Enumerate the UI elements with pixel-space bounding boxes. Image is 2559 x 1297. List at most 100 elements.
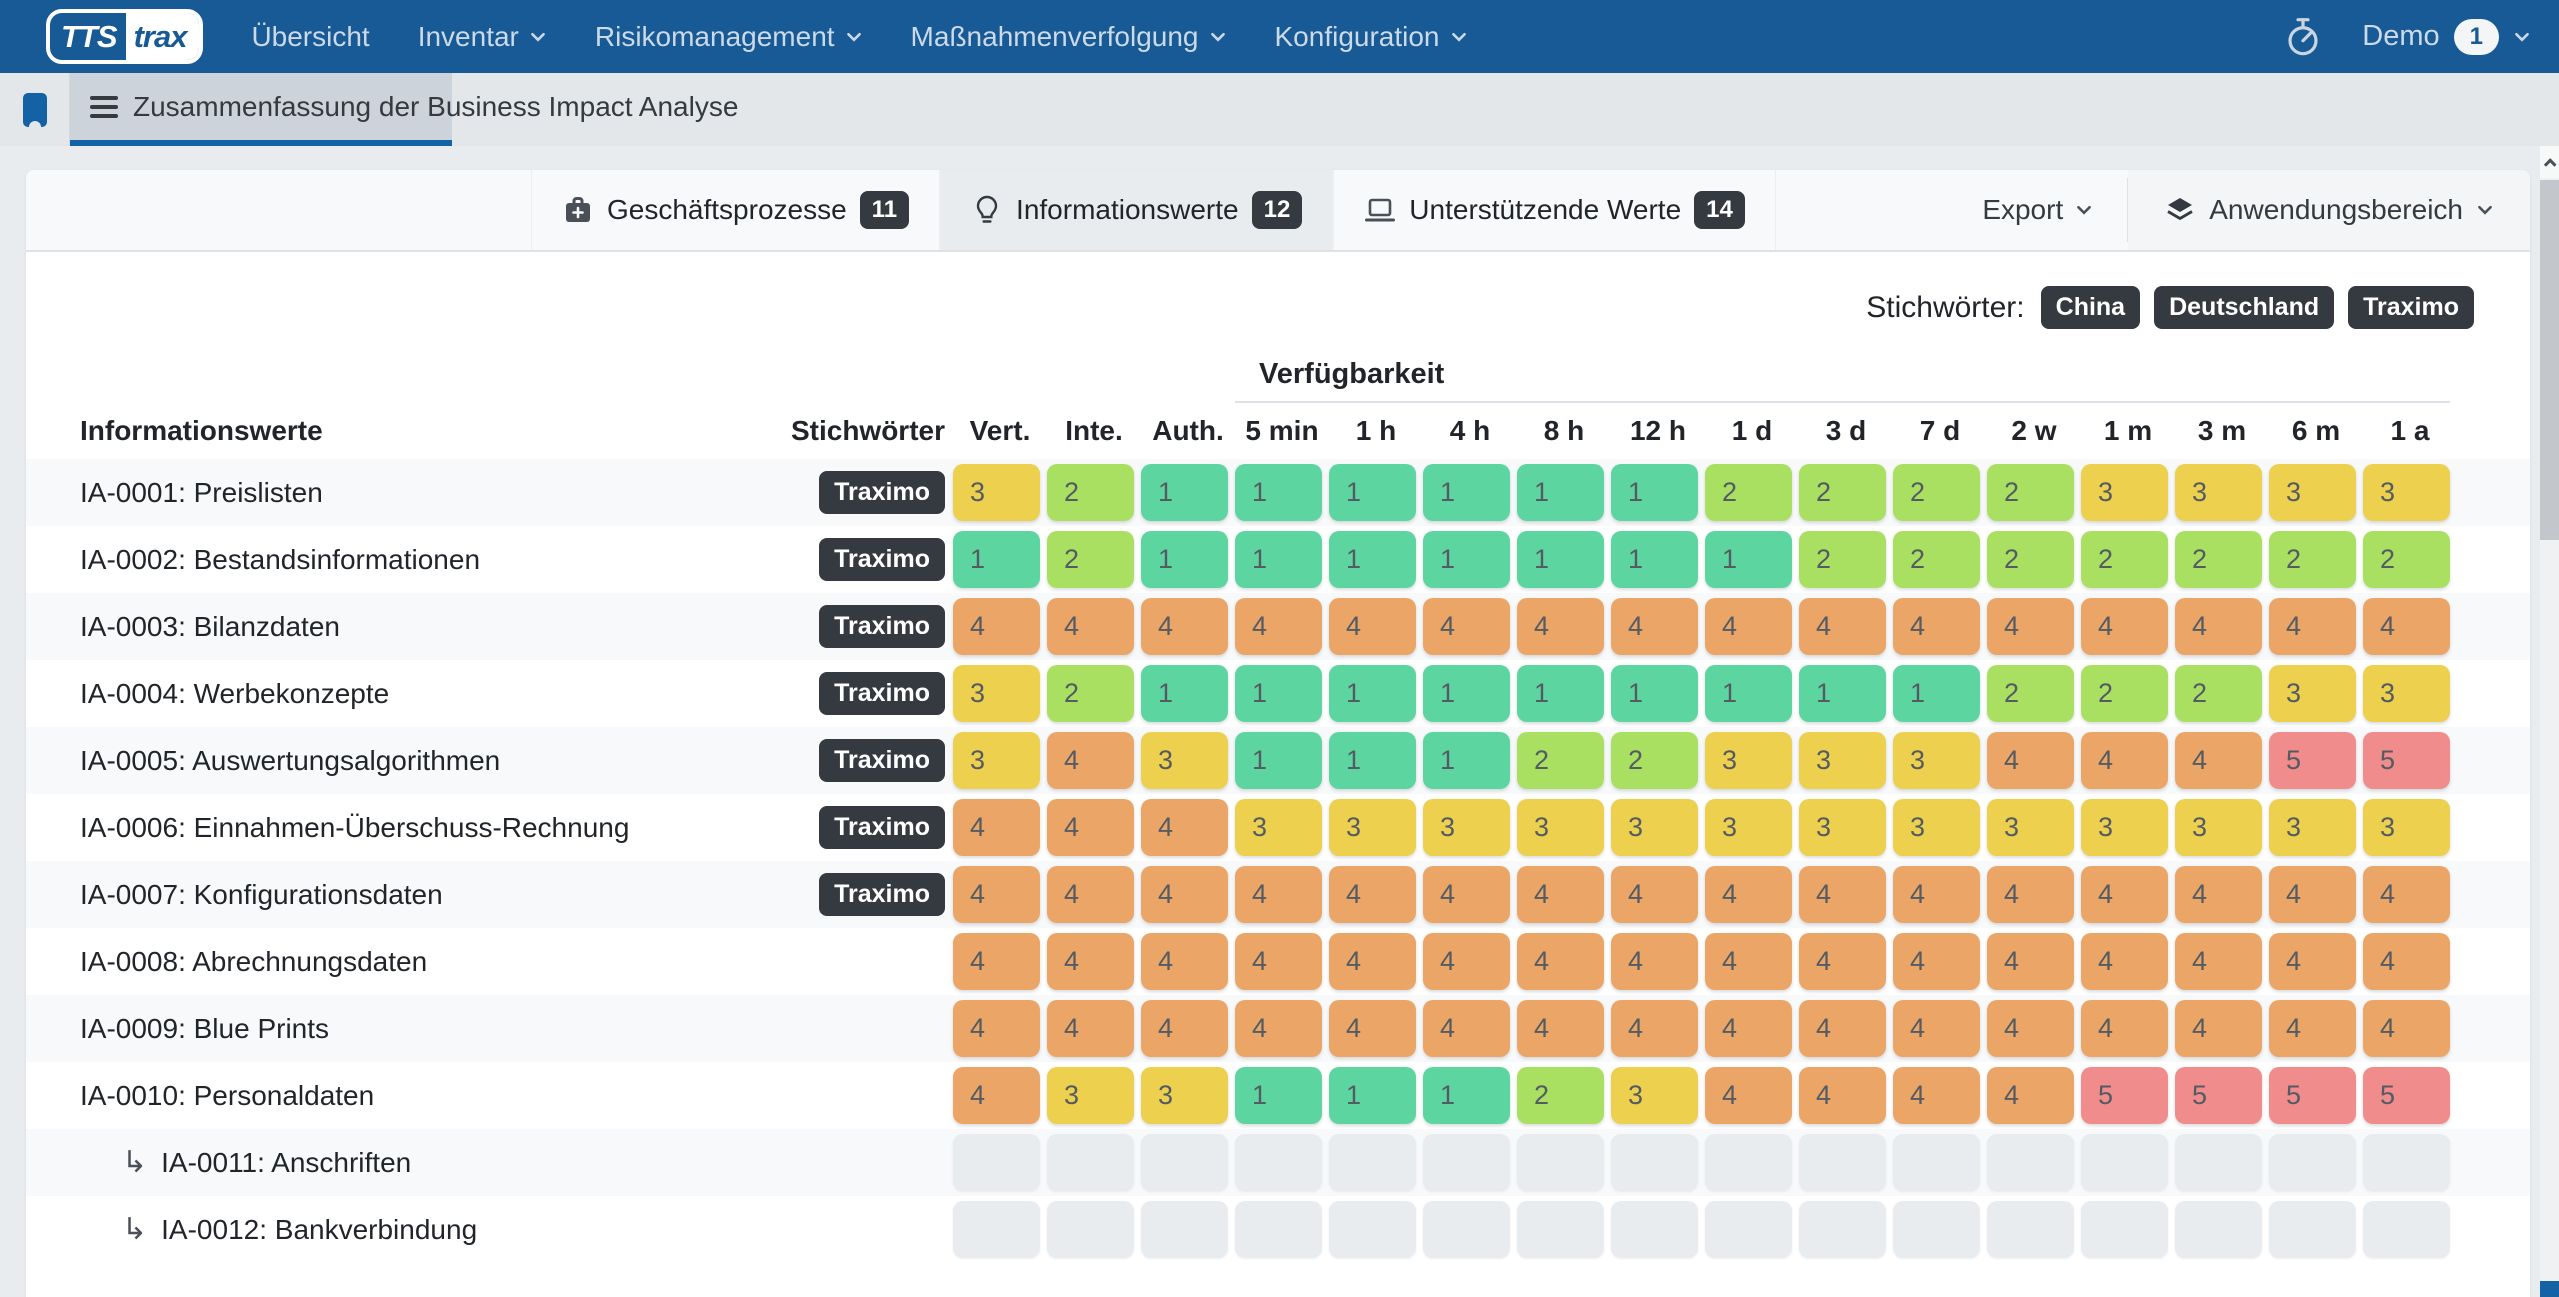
- keyword-tag[interactable]: Traximo: [2348, 286, 2474, 329]
- row-tags: Traximo: [771, 672, 953, 715]
- value-cell: [1987, 1201, 2074, 1258]
- nav-item-bersicht[interactable]: Übersicht: [251, 21, 369, 53]
- table-row[interactable]: IA-0010: Personaldaten 4 3 3 1 1 1 2 3 4 4 4 4 5 5 5 5: [26, 1062, 2530, 1129]
- value-cell: [1517, 1134, 1604, 1191]
- value-cell: 4: [1705, 1000, 1792, 1057]
- row-name-label: IA-0011: Anschriften: [161, 1146, 412, 1178]
- row-tag-badge[interactable]: Traximo: [819, 471, 945, 514]
- col-header-value: Vert.: [969, 415, 1031, 446]
- scope-button[interactable]: Anwendungsbereich: [2128, 170, 2530, 250]
- value-cell: 1: [1329, 665, 1416, 722]
- row-tag-badge[interactable]: Traximo: [819, 605, 945, 648]
- table-row[interactable]: IA-0002: Bestandsinformationen Traximo 1 2 1…: [26, 526, 2530, 593]
- col-header-value: 1 m: [2103, 415, 2153, 446]
- nav-item-konfiguration[interactable]: Konfiguration: [1275, 21, 1468, 53]
- col-header-value: 5 min: [1245, 415, 1319, 446]
- table-row[interactable]: IA-0005: Auswertungsalgorithmen Traximo 3 4…: [26, 727, 2530, 794]
- value-cell: 1: [1611, 665, 1698, 722]
- nav-item-manahmenverfolgung[interactable]: Maßnahmenverfolgung: [911, 21, 1227, 53]
- app-logo[interactable]: TTS trax: [46, 9, 204, 64]
- tab-label: Informationswerte: [1016, 194, 1239, 225]
- value-cell: 4: [1799, 866, 1886, 923]
- journal-tab[interactable]: [0, 73, 70, 146]
- tab-informationswerte[interactable]: Informationswerte 12: [940, 170, 1334, 250]
- value-cell: [953, 1201, 1040, 1258]
- value-cell: 1: [1329, 732, 1416, 789]
- tab-geschaeftsprozesse[interactable]: Geschäftsprozesse 11: [531, 170, 941, 250]
- value-cell: 4: [1329, 866, 1416, 923]
- value-cell: 5: [2269, 732, 2356, 789]
- value-cell: 4: [1235, 598, 1322, 655]
- value-cell: 1: [1329, 531, 1416, 588]
- value-cell: 4: [1517, 933, 1604, 990]
- value-cell: 1: [1611, 531, 1698, 588]
- keyword-tag[interactable]: China: [2040, 286, 2141, 329]
- col-header-value: 7 d: [1919, 415, 1961, 446]
- scope-label: Anwendungsbereich: [2209, 194, 2463, 225]
- user-menu[interactable]: Demo 1: [2362, 18, 2531, 55]
- value-cell: 1: [1235, 1067, 1322, 1124]
- value-cell: 4: [2175, 732, 2262, 789]
- nav-item-inventar[interactable]: Inventar: [418, 21, 547, 53]
- export-label: Export: [1982, 194, 2064, 225]
- logo-text-right: trax: [125, 13, 200, 60]
- value-cell: 4: [2081, 732, 2168, 789]
- value-cell: 5: [2363, 1067, 2450, 1124]
- value-cell: 4: [2081, 1000, 2168, 1057]
- nav-item-label: Maßnahmenverfolgung: [910, 20, 1199, 52]
- scroll-up-button[interactable]: [2540, 146, 2559, 178]
- value-cell: [2363, 1201, 2450, 1258]
- value-cell: 4: [1893, 598, 1980, 655]
- row-name: IA-0009: Blue Prints: [26, 1013, 771, 1045]
- row-name: IA-0002: Bestandsinformationen: [26, 538, 771, 581]
- table-row[interactable]: IA-0009: Blue Prints 4 4 4 4 4 4 4 4 4 4 4 4 4 4 4 4: [26, 995, 2530, 1062]
- table-row[interactable]: IA-0001: Preislisten Traximo 3 2 1 1 1 1 1 1 2 2 2 2 3…: [26, 459, 2530, 526]
- value-cell: 3: [953, 464, 1040, 521]
- nav-item-label: Konfiguration: [1274, 20, 1440, 52]
- nav-item-label: Risikomanagement: [594, 20, 835, 52]
- value-cell: [1235, 1134, 1322, 1191]
- tab-unterstuetzende-werte[interactable]: Unterstützende Werte 14: [1333, 170, 1776, 250]
- value-cell: 1: [1423, 732, 1510, 789]
- value-cell: 4: [2175, 598, 2262, 655]
- value-cell: [1329, 1201, 1416, 1258]
- col-header-value: 1 d: [1731, 415, 1773, 446]
- row-tag-badge[interactable]: Traximo: [819, 806, 945, 849]
- table-row[interactable]: ↳ IA-0012: Bankverbindung: [26, 1196, 2530, 1263]
- value-cell: 4: [2081, 933, 2168, 990]
- row-name: IA-0001: Preislisten: [26, 471, 771, 514]
- row-tag-badge[interactable]: Traximo: [819, 873, 945, 916]
- row-tags: Traximo: [771, 471, 953, 514]
- row-tags: Traximo: [771, 538, 953, 581]
- row-tag-badge[interactable]: Traximo: [819, 739, 945, 782]
- nav-item-risikomanagement[interactable]: Risikomanagement: [595, 21, 863, 53]
- export-button[interactable]: Export: [1948, 170, 2127, 250]
- value-cell: 2: [1047, 531, 1134, 588]
- row-tags: Traximo: [771, 739, 953, 782]
- table-row[interactable]: IA-0007: Konfigurationsdaten Traximo 4 4 4 4 4…: [26, 861, 2530, 928]
- scrollbar-thumb[interactable]: [2540, 180, 2559, 540]
- value-cell: 2: [1611, 732, 1698, 789]
- value-cell: 4: [1141, 933, 1228, 990]
- table-row[interactable]: ↳ IA-0011: Anschriften: [26, 1129, 2530, 1196]
- active-window-tab[interactable]: Zusammenfassung der Business Impact Anal…: [70, 73, 738, 146]
- vertical-scrollbar[interactable]: [2540, 146, 2559, 1297]
- value-cell: 4: [1141, 1000, 1228, 1057]
- chevron-down-icon: [1210, 32, 1225, 42]
- value-cell: [2175, 1201, 2262, 1258]
- row-tag-badge[interactable]: Traximo: [819, 672, 945, 715]
- row-name-label: IA-0004: Werbekonzepte: [80, 677, 390, 709]
- nav-right: Demo 1: [2284, 16, 2531, 58]
- chevron-down-icon: [2515, 32, 2529, 42]
- table-row[interactable]: IA-0004: Werbekonzepte Traximo 3 2 1 1 1 1 1 1 1 1 1…: [26, 660, 2530, 727]
- table-row[interactable]: IA-0006: Einnahmen-Überschuss-Rechnung Tr…: [26, 794, 2530, 861]
- table-row[interactable]: IA-0003: Bilanzdaten Traximo 4 4 4 4 4 4 4 4 4 4 4 4 4…: [26, 593, 2530, 660]
- timer-icon[interactable]: [2284, 16, 2322, 58]
- value-cell: 1: [1141, 665, 1228, 722]
- scrollbar-bottom-button[interactable]: [2540, 1281, 2559, 1297]
- tab-label: Unterstützende Werte: [1409, 194, 1682, 225]
- table-row[interactable]: IA-0008: Abrechnungsdaten 4 4 4 4 4 4 4 4 4 4 4 4 4 4 4…: [26, 928, 2530, 995]
- value-cell: 3: [1611, 799, 1698, 856]
- keyword-tag[interactable]: Deutschland: [2154, 286, 2335, 329]
- row-tag-badge[interactable]: Traximo: [819, 538, 945, 581]
